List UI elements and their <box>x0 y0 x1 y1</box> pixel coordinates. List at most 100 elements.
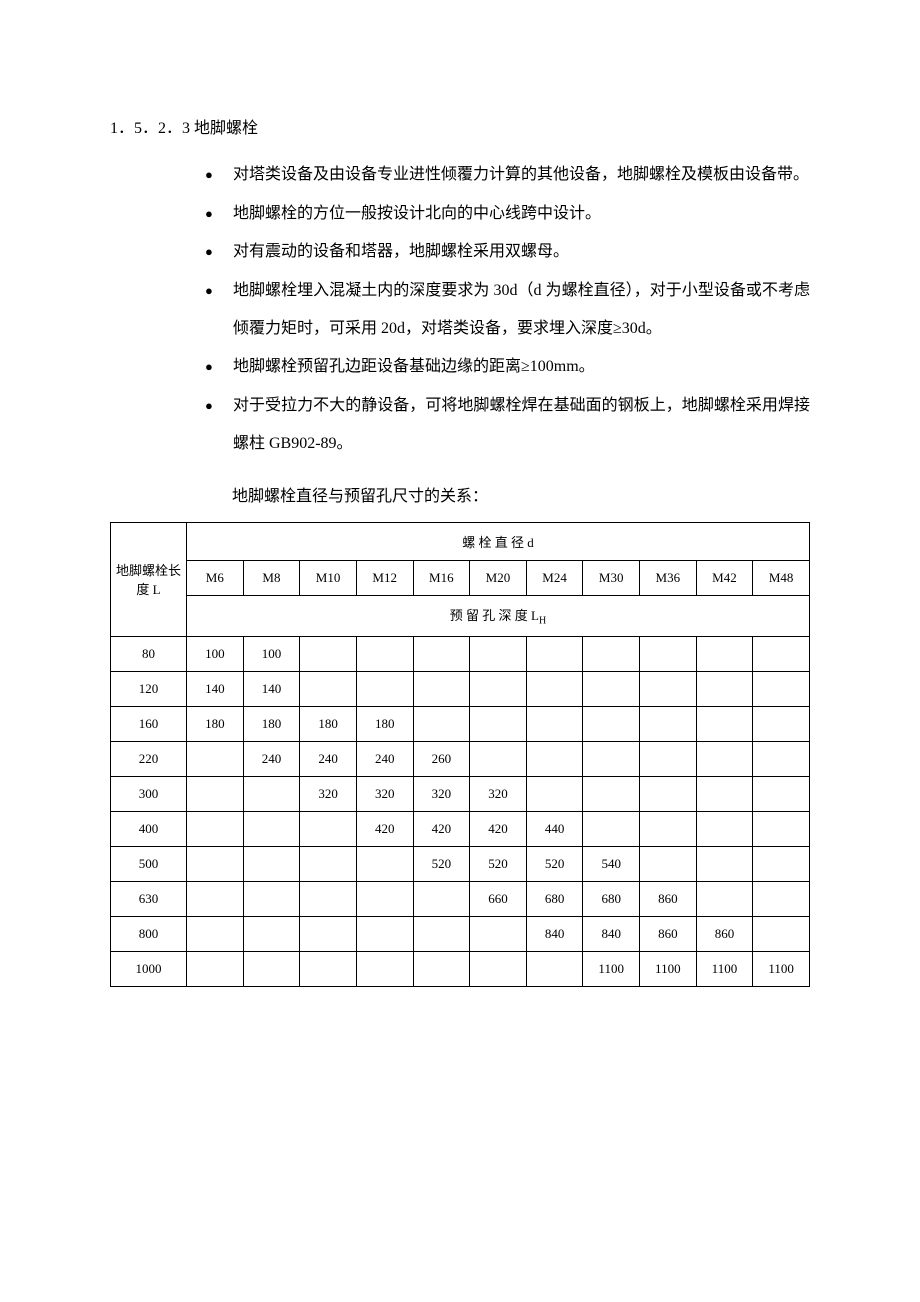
table-cell <box>356 846 413 881</box>
table-cell <box>413 636 470 671</box>
diameter-header: M10 <box>300 560 357 595</box>
table-cell: 180 <box>187 706 244 741</box>
table-cell <box>526 671 583 706</box>
table-cell <box>300 671 357 706</box>
table-cell <box>696 881 753 916</box>
table-cell <box>187 916 244 951</box>
header-depth-text: 预 留 孔 深 度 L <box>450 608 539 623</box>
table-cell <box>583 811 640 846</box>
table-cell: 180 <box>243 706 300 741</box>
table-cell <box>356 916 413 951</box>
diameter-header: M48 <box>753 560 810 595</box>
row-length: 160 <box>111 706 187 741</box>
table-cell <box>300 881 357 916</box>
table-cell: 320 <box>300 776 357 811</box>
table-row: 120140140 <box>111 671 810 706</box>
row-length: 80 <box>111 636 187 671</box>
row-header-label: 地脚螺栓长度 L <box>111 522 187 636</box>
table-cell <box>413 951 470 986</box>
table-cell <box>187 846 244 881</box>
table-cell: 320 <box>356 776 413 811</box>
table-cell <box>470 951 527 986</box>
table-cell <box>187 741 244 776</box>
table-cell <box>753 881 810 916</box>
table-row: 630660680680860 <box>111 881 810 916</box>
diameter-header: M42 <box>696 560 753 595</box>
table-cell: 680 <box>526 881 583 916</box>
bullet-list: 对塔类设备及由设备专业进性倾覆力计算的其他设备，地脚螺栓及模板由设备带。地脚螺栓… <box>110 156 810 463</box>
table-cell: 520 <box>413 846 470 881</box>
section-number: 1．5．2．3 <box>110 120 190 137</box>
table-cell: 520 <box>470 846 527 881</box>
table-cell <box>640 776 697 811</box>
table-cell <box>470 706 527 741</box>
table-cell <box>300 811 357 846</box>
table-cell: 320 <box>413 776 470 811</box>
bullet-item: 对有震动的设备和塔器，地脚螺栓采用双螺母。 <box>205 233 810 271</box>
row-length: 400 <box>111 811 187 846</box>
table-cell <box>413 706 470 741</box>
table-cell <box>356 951 413 986</box>
bullet-item: 地脚螺栓的方位一般按设计北向的中心线跨中设计。 <box>205 195 810 233</box>
bullet-item: 地脚螺栓埋入混凝土内的深度要求为 30d（d 为螺栓直径），对于小型设备或不考虑… <box>205 272 810 349</box>
table-cell <box>753 846 810 881</box>
table-cell <box>640 671 697 706</box>
table-cell <box>696 706 753 741</box>
diameter-header: M30 <box>583 560 640 595</box>
table-cell <box>470 741 527 776</box>
table-cell: 660 <box>470 881 527 916</box>
section-title-text: 地脚螺栓 <box>194 120 258 137</box>
table-cell <box>187 811 244 846</box>
table-row: 500520520520540 <box>111 846 810 881</box>
table-cell: 860 <box>696 916 753 951</box>
diameter-header: M36 <box>640 560 697 595</box>
table-cell <box>413 916 470 951</box>
table-cell <box>187 776 244 811</box>
table-cell: 100 <box>187 636 244 671</box>
table-cell: 440 <box>526 811 583 846</box>
bolt-table: 地脚螺栓长度 L 螺 栓 直 径 d M6M8M10M12M16M20M24M3… <box>110 522 810 987</box>
table-cell: 240 <box>300 741 357 776</box>
table-cell <box>526 636 583 671</box>
row-length: 120 <box>111 671 187 706</box>
table-cell <box>583 741 640 776</box>
table-cell <box>300 951 357 986</box>
table-cell <box>243 811 300 846</box>
table-cell <box>356 636 413 671</box>
row-length: 800 <box>111 916 187 951</box>
table-cell <box>300 916 357 951</box>
table-cell: 680 <box>583 881 640 916</box>
bullet-item: 地脚螺栓预留孔边距设备基础边缘的距离≥100mm。 <box>205 348 810 386</box>
table-cell: 420 <box>470 811 527 846</box>
table-cell: 100 <box>243 636 300 671</box>
table-cell <box>356 881 413 916</box>
table-cell <box>526 951 583 986</box>
table-cell <box>526 706 583 741</box>
table-cell <box>696 741 753 776</box>
table-cell: 1100 <box>753 951 810 986</box>
table-cell <box>243 846 300 881</box>
table-cell <box>640 741 697 776</box>
table-cell <box>526 741 583 776</box>
table-cell <box>356 671 413 706</box>
table-intro: 地脚螺栓直径与预留孔尺寸的关系： <box>110 478 810 516</box>
section-heading: 1．5．2．3 地脚螺栓 <box>110 110 810 148</box>
table-row: 300320320320320 <box>111 776 810 811</box>
table-cell <box>696 846 753 881</box>
table-cell: 140 <box>243 671 300 706</box>
table-cell <box>187 951 244 986</box>
table-row: 80100100 <box>111 636 810 671</box>
table-cell: 860 <box>640 881 697 916</box>
table-cell <box>583 636 640 671</box>
diameter-header: M24 <box>526 560 583 595</box>
table-cell <box>696 811 753 846</box>
table-row: 400420420420440 <box>111 811 810 846</box>
table-cell: 540 <box>583 846 640 881</box>
table-cell: 320 <box>470 776 527 811</box>
table-cell <box>753 636 810 671</box>
table-cell <box>640 706 697 741</box>
table-cell: 420 <box>356 811 413 846</box>
diameter-header: M8 <box>243 560 300 595</box>
table-cell <box>640 846 697 881</box>
table-cell <box>696 671 753 706</box>
